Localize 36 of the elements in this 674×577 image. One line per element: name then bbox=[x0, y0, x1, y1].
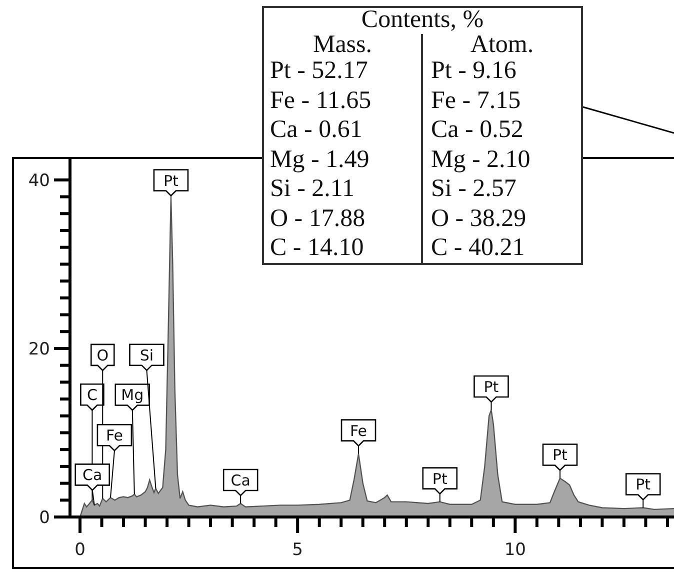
text: Pt - 52.17 bbox=[269, 56, 369, 86]
annotation: Pt bbox=[484, 378, 499, 396]
annotation: C bbox=[86, 386, 98, 404]
annotation: Mg - 2.10 bbox=[430, 144, 532, 174]
annotation: Fe bbox=[106, 426, 123, 445]
annotation: Si bbox=[140, 346, 154, 364]
annotation: C - 14.10 bbox=[269, 233, 365, 262]
annotation: O bbox=[96, 346, 109, 364]
text: Fe - 11.65 bbox=[269, 86, 372, 115]
annotation: Mg - 1.49 bbox=[269, 144, 370, 174]
text: Mass. bbox=[312, 31, 374, 58]
annotation: O - 17.88 bbox=[269, 204, 366, 233]
annotation: Ca bbox=[82, 466, 102, 484]
y-tick-label: 40 bbox=[28, 170, 50, 191]
annotation: Fe bbox=[350, 422, 368, 440]
text: Fe - 7.15 bbox=[430, 86, 522, 115]
text: Ca - 0.61 bbox=[269, 115, 364, 144]
annotation: Pt bbox=[163, 172, 179, 190]
annotation: Ca bbox=[230, 472, 250, 490]
text: Ca - 0.52 bbox=[430, 115, 524, 144]
annotation: O - 38.29 bbox=[430, 204, 528, 233]
x-tick-label: 0 bbox=[74, 540, 86, 560]
annotation: C - 40.21 bbox=[430, 233, 526, 262]
x-tick-label: 5 bbox=[292, 540, 303, 560]
text: Pt - 9.16 bbox=[430, 56, 518, 86]
y-tick-label: 20 bbox=[28, 339, 50, 360]
annotation: Mg bbox=[121, 386, 144, 404]
x-tick-label: 10 bbox=[504, 540, 526, 560]
text: Contents, % bbox=[360, 6, 485, 34]
annotation: Pt bbox=[552, 446, 568, 464]
annotation: Si - 2.11 bbox=[269, 174, 356, 204]
text: Atom. bbox=[469, 31, 535, 58]
annotation: Pt bbox=[636, 476, 651, 494]
y-tick-label: 0 bbox=[39, 508, 50, 528]
annotation: Si - 2.57 bbox=[430, 174, 518, 204]
annotation: Pt bbox=[432, 470, 448, 488]
